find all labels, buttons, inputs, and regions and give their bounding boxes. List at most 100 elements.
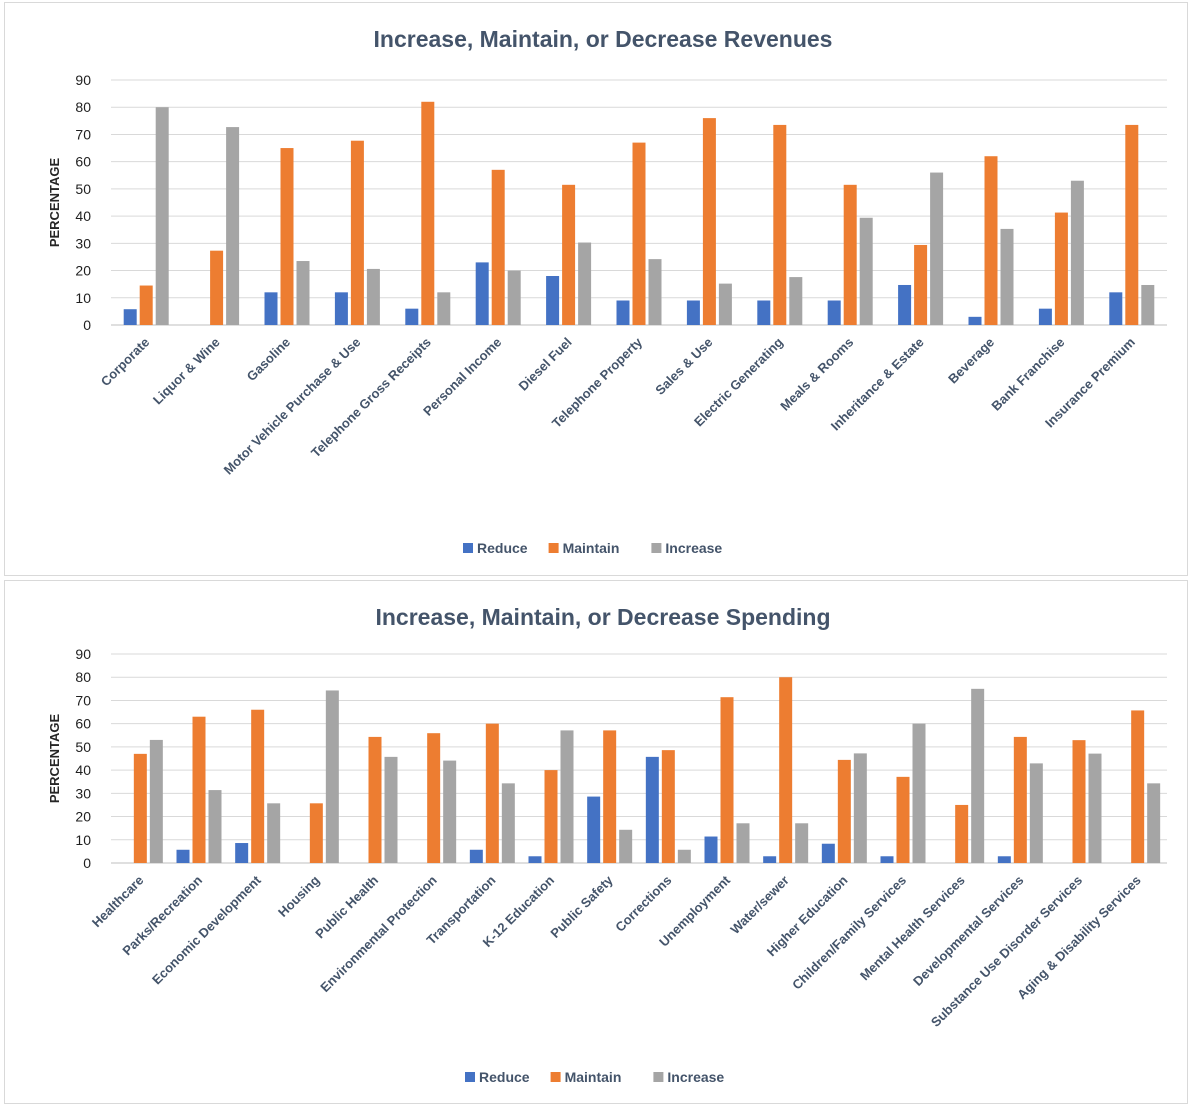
revenues-bar-increase-corporate — [155, 107, 169, 325]
revenues-bar-increase-electric-generating — [789, 277, 803, 325]
revenues-bar-maintain-telephone-gross-receipts — [421, 101, 435, 325]
spending-x-tick-aging-disability-services: Aging & Disability Services — [1014, 873, 1144, 1003]
spending-bar-reduce-corrections — [645, 756, 659, 863]
revenues-bar-reduce-diesel-fuel — [546, 276, 560, 325]
revenues-bar-reduce-inheritance-estate — [898, 284, 912, 325]
revenues-bar-maintain-meals-rooms — [843, 184, 857, 325]
revenues-bar-maintain-personal-income — [491, 169, 505, 325]
spending-bar-increase-k-12-education — [560, 730, 574, 863]
spending-x-tick-environmental-protection: Environmental Protection — [317, 872, 440, 995]
spending-bar-reduce-transportation — [469, 849, 483, 863]
spending-bar-maintain-children-family-services — [896, 776, 910, 863]
revenues-bar-maintain-inheritance-estate — [914, 244, 928, 325]
spending-y-tick-90: 90 — [75, 646, 91, 662]
revenues-x-tick-motor-vehicle-purchase-use: Motor Vehicle Purchase & Use — [221, 335, 364, 478]
spending-legend-label-increase: Increase — [667, 1069, 724, 1085]
revenues-bar-maintain-motor-vehicle-purchase-use — [350, 140, 364, 325]
spending-bar-maintain-mental-health-services — [955, 804, 969, 863]
spending-bar-increase-unemployment — [736, 823, 750, 863]
spending-x-tick-healthcare: Healthcare — [89, 873, 147, 931]
revenues-bar-maintain-bank-franchise — [1054, 212, 1068, 325]
revenues-bar-reduce-corporate — [123, 309, 137, 325]
spending-bar-reduce-parks-recreation — [176, 849, 190, 863]
revenues-y-tick-70: 70 — [75, 126, 91, 142]
spending-bar-maintain-transportation — [485, 723, 499, 863]
revenues-bar-increase-bank-franchise — [1070, 180, 1084, 325]
revenues-title: Increase, Maintain, or Decrease Revenues — [374, 26, 833, 52]
spending-bar-increase-aging-disability-services — [1147, 783, 1161, 863]
revenues-bar-reduce-beverage — [968, 316, 982, 325]
spending-bar-increase-water-sewer — [795, 823, 809, 863]
spending-y-tick-30: 30 — [75, 785, 91, 801]
revenues-legend-swatch-reduce — [463, 543, 473, 553]
revenues-bar-reduce-meals-rooms — [827, 300, 841, 325]
spending-bar-maintain-housing — [309, 803, 323, 863]
revenues-x-tick-sales-use: Sales & Use — [652, 335, 715, 398]
revenues-bar-maintain-telephone-property — [632, 142, 646, 325]
spending-bar-maintain-k-12-education — [544, 770, 558, 863]
spending-series-maintain — [133, 677, 1145, 863]
revenues-bar-maintain-sales-use — [702, 118, 716, 325]
revenues-y-tick-40: 40 — [75, 208, 91, 224]
revenues-bar-reduce-telephone-property — [616, 300, 630, 325]
revenues-bar-maintain-insurance-premium — [1125, 124, 1139, 325]
revenues-bar-increase-sales-use — [718, 283, 732, 325]
revenues-bar-maintain-corporate — [139, 285, 153, 325]
spending-x-tick-public-safety: Public Safety — [547, 872, 616, 941]
revenues-y-tick-0: 0 — [83, 317, 91, 333]
spending-bar-maintain-healthcare — [133, 753, 147, 863]
spending-bar-increase-public-safety — [619, 829, 633, 863]
revenues-y-tick-80: 80 — [75, 99, 91, 115]
spending-bar-maintain-corrections — [661, 750, 675, 863]
spending-bar-reduce-public-safety — [587, 796, 601, 863]
revenues-bar-increase-diesel-fuel — [578, 242, 592, 325]
revenues-bar-increase-inheritance-estate — [930, 172, 944, 325]
spending-bar-increase-public-health — [384, 756, 398, 863]
revenues-bar-maintain-diesel-fuel — [562, 184, 576, 325]
spending-bar-maintain-economic-development — [251, 709, 265, 863]
spending-bar-increase-transportation — [501, 783, 515, 863]
revenues-bar-maintain-beverage — [984, 156, 998, 325]
spending-bar-maintain-water-sewer — [779, 677, 793, 863]
spending-x-tick-developmental-services: Developmental Services — [910, 873, 1026, 989]
revenues-x-tick-personal-income: Personal Income — [420, 335, 504, 419]
spending-legend-swatch-reduce — [465, 1072, 475, 1082]
spending-x-tick-mental-health-services: Mental Health Services — [857, 873, 968, 984]
revenues-y-tick-90: 90 — [75, 72, 91, 88]
spending-bar-maintain-unemployment — [720, 697, 734, 863]
revenues-bar-reduce-motor-vehicle-purchase-use — [334, 292, 348, 325]
revenues-bar-reduce-gasoline — [264, 292, 278, 325]
spending-bar-reduce-higher-education — [821, 843, 835, 863]
revenues-bar-increase-liquor-wine — [226, 127, 240, 325]
revenues-bar-increase-telephone-gross-receipts — [437, 292, 451, 325]
spending-y-axis-title: PERCENTAGE — [47, 714, 62, 804]
revenues-bar-increase-meals-rooms — [859, 217, 873, 325]
spending-bar-reduce-unemployment — [704, 836, 718, 863]
revenues-bar-reduce-personal-income — [475, 262, 489, 325]
spending-x-tick-economic-development: Economic Development — [149, 872, 264, 987]
spending-x-tick-housing: Housing — [275, 872, 322, 919]
revenues-y-axis-title: PERCENTAGE — [47, 158, 62, 248]
revenues-y-tick-50: 50 — [75, 181, 91, 197]
spending-x-tick-children-family-services: Children/Family Services — [789, 873, 909, 993]
spending-legend-label-maintain: Maintain — [565, 1069, 622, 1085]
revenues-chart: Increase, Maintain, or Decrease Revenues… — [47, 26, 1167, 556]
revenues-bar-increase-personal-income — [507, 270, 521, 325]
revenues-legend-label-maintain: Maintain — [563, 540, 620, 556]
spending-bar-increase-healthcare — [149, 739, 163, 863]
revenues-bar-maintain-gasoline — [280, 148, 294, 325]
spending-x-tick-corrections: Corrections — [612, 873, 674, 935]
revenues-bar-maintain-electric-generating — [773, 124, 787, 325]
spending-y-tick-50: 50 — [75, 739, 91, 755]
spending-bar-reduce-water-sewer — [763, 856, 777, 863]
spending-bar-increase-economic-development — [267, 803, 281, 863]
spending-legend-swatch-increase — [653, 1072, 664, 1082]
spending-bar-increase-substance-use-disorder-services — [1088, 753, 1102, 863]
revenues-legend-swatch-increase — [651, 543, 662, 553]
spending-bar-increase-housing — [325, 690, 339, 863]
spending-bar-maintain-substance-use-disorder-services — [1072, 740, 1086, 863]
spending-bar-reduce-children-family-services — [880, 856, 894, 863]
spending-bar-increase-higher-education — [853, 753, 867, 863]
revenues-bar-maintain-liquor-wine — [210, 250, 224, 325]
spending-bar-reduce-k-12-education — [528, 856, 542, 863]
